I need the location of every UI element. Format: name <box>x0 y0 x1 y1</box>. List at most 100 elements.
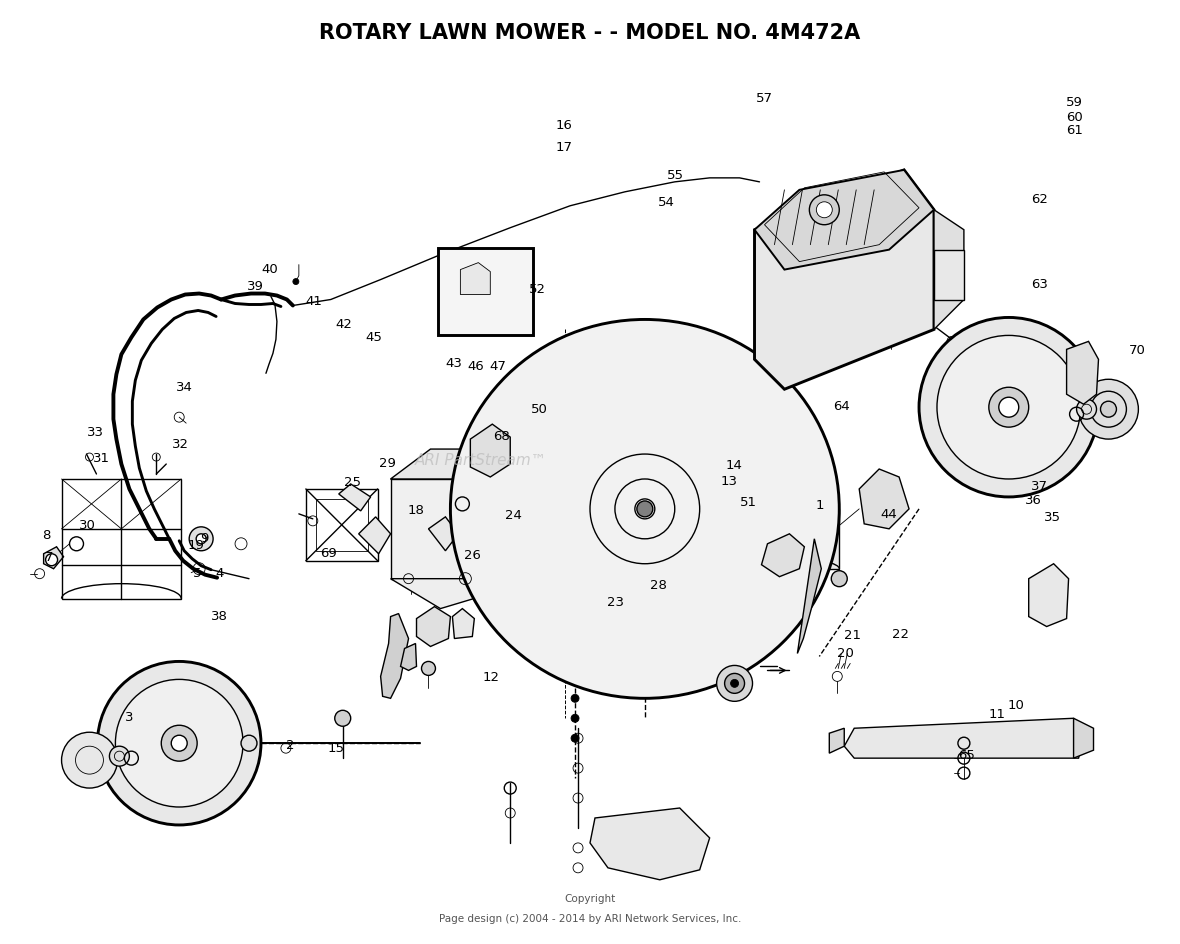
Text: 69: 69 <box>321 547 337 560</box>
Text: 64: 64 <box>833 399 850 413</box>
Text: 38: 38 <box>211 610 228 622</box>
Text: 42: 42 <box>335 318 353 330</box>
Circle shape <box>241 735 257 751</box>
Text: 17: 17 <box>556 141 572 154</box>
Text: 23: 23 <box>608 596 624 608</box>
Polygon shape <box>590 808 709 880</box>
Text: 32: 32 <box>172 437 189 450</box>
Text: 22: 22 <box>892 628 909 640</box>
Text: 1: 1 <box>815 498 824 512</box>
Circle shape <box>335 711 350 727</box>
Text: 35: 35 <box>1044 511 1061 524</box>
Text: 47: 47 <box>490 359 506 372</box>
Text: 63: 63 <box>1031 278 1048 290</box>
Text: 19: 19 <box>188 538 204 551</box>
Polygon shape <box>451 510 839 569</box>
Circle shape <box>725 674 745 694</box>
Circle shape <box>421 662 435 676</box>
Text: 65: 65 <box>958 748 975 761</box>
Text: 33: 33 <box>87 426 104 439</box>
Text: 54: 54 <box>658 195 675 209</box>
Circle shape <box>809 195 839 226</box>
Polygon shape <box>1067 342 1099 405</box>
Text: 39: 39 <box>248 280 264 293</box>
Text: ROTARY LAWN MOWER - - MODEL NO. 4M472A: ROTARY LAWN MOWER - - MODEL NO. 4M472A <box>320 24 860 43</box>
Circle shape <box>110 747 130 767</box>
Text: 40: 40 <box>262 263 278 277</box>
Polygon shape <box>417 607 451 647</box>
Text: 50: 50 <box>531 402 548 415</box>
Circle shape <box>293 279 299 285</box>
Text: 43: 43 <box>445 356 461 369</box>
Circle shape <box>730 680 739 687</box>
Polygon shape <box>1029 565 1069 627</box>
Text: 3: 3 <box>125 710 133 723</box>
Circle shape <box>998 397 1018 417</box>
Polygon shape <box>844 718 1083 758</box>
Circle shape <box>1079 379 1139 440</box>
Polygon shape <box>530 420 560 449</box>
Polygon shape <box>428 517 458 551</box>
Text: 36: 36 <box>1025 494 1042 507</box>
Circle shape <box>61 733 117 788</box>
Polygon shape <box>510 449 540 579</box>
Text: 9: 9 <box>199 531 209 545</box>
Polygon shape <box>391 449 540 480</box>
Circle shape <box>171 735 188 751</box>
Text: 15: 15 <box>327 741 345 754</box>
Circle shape <box>989 388 1029 428</box>
Polygon shape <box>754 171 935 270</box>
Text: 45: 45 <box>365 331 382 344</box>
Text: 57: 57 <box>755 92 773 105</box>
Polygon shape <box>44 548 64 569</box>
Polygon shape <box>754 171 935 390</box>
Text: 18: 18 <box>407 503 425 516</box>
Text: 29: 29 <box>379 456 396 469</box>
Polygon shape <box>391 480 510 579</box>
Text: 31: 31 <box>93 451 110 464</box>
Polygon shape <box>859 469 909 530</box>
Text: 28: 28 <box>650 579 667 592</box>
Polygon shape <box>381 614 408 699</box>
Circle shape <box>116 680 243 807</box>
Text: Copyright: Copyright <box>564 893 616 902</box>
Circle shape <box>98 662 261 825</box>
Text: 59: 59 <box>1067 95 1083 109</box>
Circle shape <box>571 695 579 702</box>
Circle shape <box>919 318 1099 497</box>
Ellipse shape <box>451 320 839 699</box>
Ellipse shape <box>635 499 655 519</box>
Bar <box>306 489 378 561</box>
Text: 62: 62 <box>1031 193 1048 206</box>
Circle shape <box>162 726 197 762</box>
Polygon shape <box>400 644 417 670</box>
Polygon shape <box>935 211 964 330</box>
Text: 16: 16 <box>556 119 572 132</box>
Text: ARI PartStream™: ARI PartStream™ <box>414 452 546 467</box>
Text: 12: 12 <box>483 670 499 683</box>
Text: 14: 14 <box>725 459 742 472</box>
Circle shape <box>637 501 653 517</box>
Polygon shape <box>761 534 805 577</box>
Text: 2: 2 <box>286 738 294 751</box>
Text: 20: 20 <box>837 647 854 659</box>
Text: 24: 24 <box>505 509 522 522</box>
Circle shape <box>571 734 579 742</box>
Text: 44: 44 <box>880 508 897 521</box>
Polygon shape <box>391 579 510 609</box>
Circle shape <box>937 336 1081 480</box>
Text: 60: 60 <box>1067 110 1083 124</box>
Circle shape <box>1101 402 1116 417</box>
Text: 51: 51 <box>740 496 758 509</box>
Text: 55: 55 <box>668 169 684 182</box>
Text: 25: 25 <box>343 476 361 489</box>
Text: 37: 37 <box>1031 480 1048 493</box>
Bar <box>935 250 964 300</box>
Circle shape <box>46 554 58 566</box>
Polygon shape <box>452 609 474 639</box>
Circle shape <box>831 571 847 587</box>
Polygon shape <box>339 484 371 512</box>
Circle shape <box>571 715 579 722</box>
Text: 68: 68 <box>493 430 510 443</box>
Text: Page design (c) 2004 - 2014 by ARI Network Services, Inc.: Page design (c) 2004 - 2014 by ARI Netwo… <box>439 913 741 922</box>
